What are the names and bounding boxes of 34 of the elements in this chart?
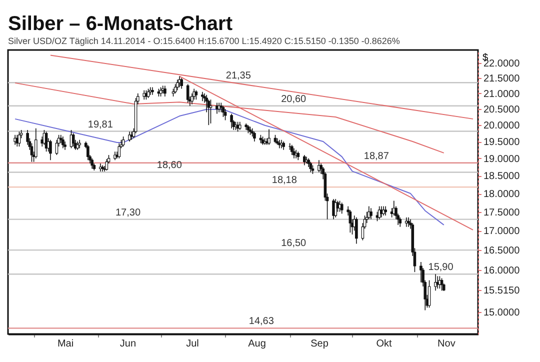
y-tick-label: 16.5000 [484, 246, 520, 257]
y-tick-label: 18.5000 [484, 171, 520, 182]
y-tick-label: 21.5000 [484, 74, 520, 85]
ref-line-label: 14,63 [248, 316, 274, 328]
y-tick-label: 18.0000 [484, 189, 520, 200]
x-tick-label: Aug [248, 338, 266, 350]
chart-title: Silber – 6-Monats-Chart [8, 13, 233, 35]
x-tick-label: Jul [186, 338, 199, 350]
ref-line-label: 16,50 [281, 238, 307, 250]
x-tick-label: Jun [120, 338, 136, 350]
y-tick-label: 15.5150 [484, 286, 520, 297]
ref-line-label: 15,90 [428, 262, 454, 274]
y-tick-label: 16.0000 [484, 266, 520, 277]
y-tick-label: 19.0000 [484, 154, 520, 165]
x-tick-label: Nov [438, 338, 456, 350]
y-tick-label: 17.5000 [484, 207, 520, 218]
ref-line-label: 21,35 [226, 70, 252, 82]
y-tick-label: 20.5000 [484, 104, 520, 116]
ref-line-label: 17,30 [115, 207, 141, 218]
y-tick-label: 20.0000 [484, 120, 520, 132]
y-tick-label: 22.0000 [484, 58, 520, 70]
y-tick-label: 15.0000 [484, 307, 520, 318]
ref-line-label: 18,60 [156, 160, 182, 172]
y-tick-label: 19.5000 [484, 137, 520, 148]
y-tick-label: 21.0000 [484, 88, 520, 100]
x-tick-label: Mai [57, 338, 74, 350]
x-tick-label: Sep [310, 338, 329, 350]
y-tick-label: 17.0000 [484, 226, 520, 238]
ref-line-label: 18,18 [272, 175, 298, 186]
ref-line-label: 20,60 [281, 94, 307, 105]
ref-line-label: 19,81 [88, 119, 114, 130]
ref-line-label: 18,87 [364, 150, 390, 162]
chart-subtitle: Silver USD/OZ Täglich 14.11.2014 - O:15.6400 H:15.6700 L:15.4920 C:15.5150 -0.1350 -0.8626% [8, 36, 400, 46]
x-tick-label: Okt [376, 338, 392, 350]
